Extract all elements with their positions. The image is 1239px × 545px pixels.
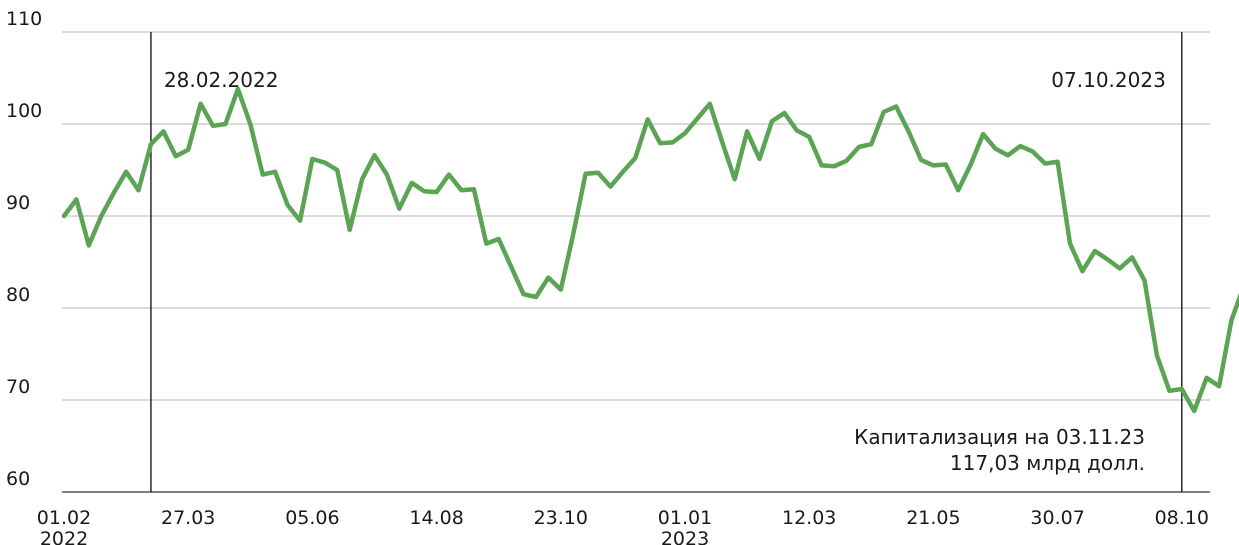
y-tick-label-60: 60 [6,468,30,490]
x-tick-label-01.02: 01.02 [37,507,91,529]
marker-label-07.10.2023: 07.10.2023 [1051,68,1166,92]
x-tick-year-2022: 2022 [40,528,88,545]
x-tick-label-08.10: 08.10 [1155,507,1209,529]
annotation-line-2: 117,03 млрд долл. [950,451,1145,475]
x-tick-label-12.03: 12.03 [782,507,836,529]
y-axis-ticks: 60 70 80 90 100 110 [6,8,42,490]
x-tick-label-05.06: 05.06 [285,507,339,529]
x-tick-year-2023: 2023 [661,528,709,545]
x-tick-label-30.07: 30.07 [1030,507,1084,529]
y-tick-label-100: 100 [6,100,42,122]
x-tick-label-27.03: 27.03 [161,507,215,529]
y-tick-label-70: 70 [6,376,30,398]
y-tick-label-90: 90 [6,192,30,214]
x-tick-label-01.01: 01.01 [658,507,712,529]
y-tick-label-110: 110 [6,8,42,30]
series-line [61,86,1239,414]
gridlines [62,31,1210,493]
annotation-line-1: Капитализация на 03.11.23 [854,425,1145,449]
marker-label-28.02.2022: 28.02.2022 [164,68,279,92]
y-tick-label-80: 80 [6,284,30,306]
capitalization-annotation: Капитализация на 03.11.23 117,03 млрд до… [854,425,1145,475]
x-tick-label-23.10: 23.10 [534,507,588,529]
x-tick-label-14.08: 14.08 [409,507,463,529]
date-markers: 28.02.2022 07.10.2023 [150,32,1183,492]
x-tick-label-21.05: 21.05 [906,507,960,529]
